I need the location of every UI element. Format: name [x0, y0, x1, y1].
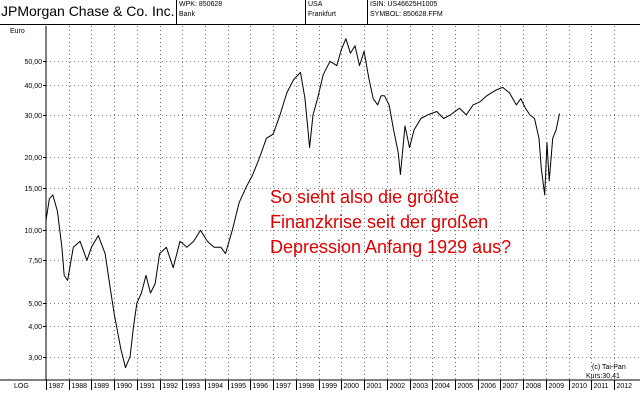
price-line	[45, 38, 560, 369]
x-tick-label: 1999	[322, 383, 338, 390]
header-divider	[0, 24, 640, 25]
annotation-line-3: Depression Anfang 1929 aus?	[270, 237, 512, 257]
x-tick-label: 1995	[231, 383, 247, 390]
wpk-label: WPK: 850628	[179, 1, 223, 8]
x-tick-label: 2012	[617, 383, 633, 390]
x-tick-label: 2006	[481, 383, 497, 390]
company-title: JPMorgan Chase & Co. Inc.	[1, 3, 175, 19]
y-tick-label: 4,00	[28, 324, 42, 331]
x-tick-label: 2004	[435, 383, 451, 390]
x-tick-label: 1987	[49, 383, 65, 390]
x-tick-label: 1998	[299, 383, 315, 390]
annotation-line-1: So sieht also die größte	[270, 187, 460, 207]
chart-header: JPMorgan Chase & Co. Inc. WPK: 850628 Ba…	[0, 0, 640, 24]
x-tick-label: 2011	[594, 383, 609, 390]
x-tick-label: 2005	[458, 383, 474, 390]
x-tick-label: 1997	[276, 383, 292, 390]
y-tick-label: 10,00	[24, 228, 42, 235]
x-tick-label: 1992	[163, 383, 179, 390]
scale-mode-label: LOG	[14, 383, 29, 390]
x-tick-label: 2010	[572, 383, 588, 390]
country-label: USA	[308, 1, 323, 8]
annotation-text: So sieht also die größte Finanzkrise sei…	[270, 185, 511, 260]
title-cell: JPMorgan Chase & Co. Inc.	[0, 0, 177, 24]
x-tick-label: 2007	[503, 383, 519, 390]
y-tick-label: 50,00	[24, 59, 42, 66]
annotation-line-2: Finanzkrise seit der großen	[270, 212, 489, 232]
symbol-label: SYMBOL: 850628.FFM	[370, 11, 443, 18]
last-price-label: Kurs:30,41	[586, 373, 620, 380]
y-tick-label: 15,00	[24, 186, 42, 193]
x-tick-label: 1996	[253, 383, 269, 390]
x-tick-label: 2002	[390, 383, 406, 390]
isin-label: ISIN: US46625H1005	[370, 1, 438, 8]
x-tick-label: 1990	[117, 383, 133, 390]
y-tick-label: 3,00	[28, 355, 42, 362]
x-tick-label: 2000	[344, 383, 360, 390]
x-tick-label: 2001	[367, 383, 383, 390]
x-tick-label: 1993	[185, 383, 201, 390]
x-tick-label: 1994	[208, 383, 224, 390]
y-tick-label: 7,50	[28, 258, 42, 265]
y-tick-label: 30,00	[24, 113, 42, 120]
sector-label: Bank	[179, 11, 195, 18]
location-cell: USA Frankfurt	[306, 0, 368, 24]
y-tick-label: 20,00	[24, 155, 42, 162]
y-tick-label: 40,00	[24, 83, 42, 90]
copyright-credit: (c) Tai-Pan	[592, 364, 626, 371]
x-tick-label: 1988	[72, 383, 88, 390]
y-axis-unit-label: Euro	[10, 28, 25, 35]
x-tick-label: 2008	[526, 383, 542, 390]
exchange-label: Frankfurt	[308, 11, 337, 18]
wpk-cell: WPK: 850628 Bank	[177, 0, 306, 24]
y-tick-label: 5,00	[28, 301, 42, 308]
isin-cell: ISIN: US46625H1005 SYMBOL: 850628.FFM	[368, 0, 640, 24]
x-tick-label: 1989	[94, 383, 110, 390]
x-tick-label: 2009	[549, 383, 565, 390]
x-tick-label: 2003	[413, 383, 429, 390]
x-tick-label: 1991	[140, 383, 156, 390]
